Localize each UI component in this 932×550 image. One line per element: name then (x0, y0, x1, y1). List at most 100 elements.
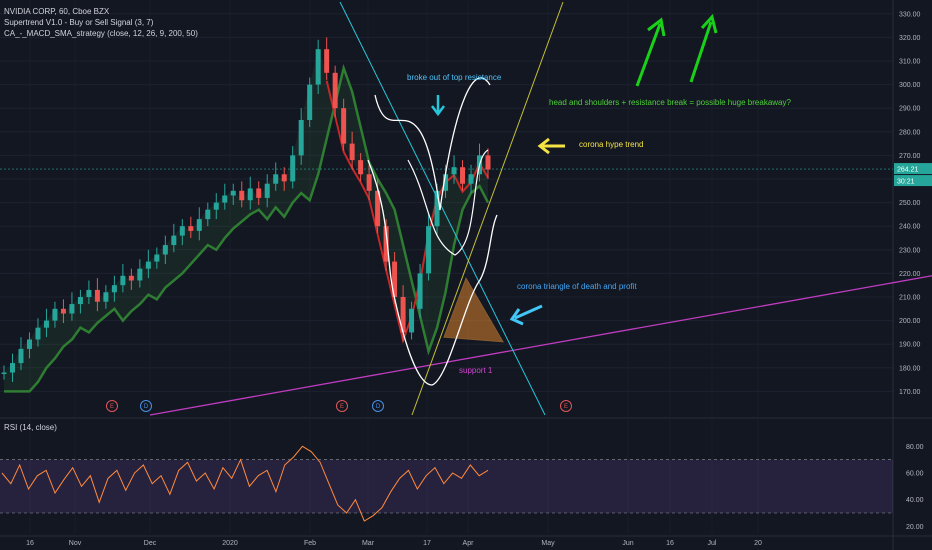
blue-arrow-icon (509, 304, 543, 326)
candle-body-52 (443, 174, 449, 191)
candle-body-26 (222, 195, 228, 203)
candle-body-57 (485, 155, 491, 170)
indicator-legend-supertrend[interactable]: Supertrend V1.0 - Buy or Sell Signal (3,… (4, 18, 153, 28)
annotation-hype-trend: corona hype trend (579, 140, 644, 149)
annotation-head-shoulders: head and shoulders + resistance break = … (549, 98, 791, 107)
y-tick-label-14: 310.00 (899, 59, 921, 66)
countdown-label: 30:21 (897, 179, 915, 186)
candle-body-33 (281, 174, 287, 182)
candle-body-46 (392, 261, 398, 297)
x-tick-label-10: 16 (666, 540, 674, 547)
y-tick-label-10: 270.00 (899, 153, 921, 160)
y-tick-label-0: 170.00 (899, 389, 921, 396)
event-marker-0 (106, 400, 118, 412)
last-price-label: 264.21 (897, 167, 919, 174)
event-label-0: E (110, 404, 114, 410)
candle-body-22 (188, 226, 194, 231)
support-trendline (149, 275, 932, 416)
candle-body-5 (43, 320, 49, 328)
rsi-band (0, 459, 893, 513)
candle-body-17 (145, 261, 151, 269)
rsi-tick-label-3: 80.00 (906, 444, 924, 451)
rsi-label: RSI (14, close) (4, 423, 57, 432)
candle-body-45 (383, 226, 389, 262)
candle-body-27 (230, 190, 236, 196)
candle-body-6 (52, 308, 58, 321)
rsi-tick-label-2: 60.00 (906, 471, 924, 478)
resistance-trendline (339, 1, 546, 416)
x-tick-label-8: May (541, 540, 555, 547)
drawing-tools (149, 1, 932, 416)
candle-body-50 (426, 226, 432, 274)
candle-body-28 (239, 190, 245, 201)
candle-body-10 (86, 289, 92, 297)
candle-body-23 (196, 219, 202, 231)
indicator-2-label: CA_-_MACD_SMA_strategy (close, 12, 26, 9… (4, 29, 198, 38)
head-shoulders-top (374, 77, 491, 211)
event-label-1: D (144, 404, 149, 410)
left-arrow-icon (537, 137, 565, 155)
candle-body-8 (69, 304, 75, 314)
rsi-pane (0, 445, 893, 522)
annotation-triangle: corona triangle of death and profit (517, 282, 637, 291)
rsi-legend[interactable]: RSI (14, close) (4, 423, 57, 433)
rsi-line (1, 445, 489, 522)
event-label-2: E (340, 404, 344, 410)
indicator-1-label: Supertrend V1.0 - Buy or Sell Signal (3,… (4, 18, 154, 27)
candle-body-53 (451, 167, 457, 175)
moving-average-line (4, 63, 490, 393)
candle-body-20 (171, 235, 177, 246)
candle-body-16 (137, 268, 143, 281)
event-label-3: D (376, 404, 381, 410)
candle-body-37 (315, 49, 321, 85)
event-marker-2 (336, 400, 348, 412)
time-axis: 16 Nov Dec 2020 Feb Mar 17 Apr May Jun 16 Jul 20 (26, 540, 762, 547)
x-tick-label-7: Apr (463, 540, 475, 547)
y-tick-label-1: 180.00 (899, 365, 921, 372)
candle-body-2 (18, 348, 24, 364)
candle-body-39 (332, 72, 338, 109)
x-tick-label-0: 16 (26, 540, 34, 547)
x-tick-label-5: Mar (362, 540, 375, 547)
indicator-overlays (0, 49, 893, 393)
supertrend-fill (4, 49, 488, 392)
y-tick-label-15: 320.00 (899, 35, 921, 42)
candle-body-7 (60, 308, 66, 314)
corona-triangle (443, 276, 504, 343)
candle-body-29 (247, 188, 253, 201)
candle-body-49 (417, 273, 423, 309)
chart-title[interactable]: NVIDIA CORP, 60, Cboe BZX (4, 7, 109, 17)
red-ma-line (325, 80, 489, 344)
indicator-legend-macd[interactable]: CA_-_MACD_SMA_strategy (close, 12, 26, 9… (4, 29, 198, 39)
event-label-4: E (564, 404, 568, 410)
last-price-box (894, 163, 932, 175)
candle-body-55 (468, 174, 474, 184)
y-tick-label-5: 220.00 (899, 271, 921, 278)
candle-body-41 (349, 143, 355, 161)
y-tick-label-12: 290.00 (899, 106, 921, 113)
rsi-tick-label-0: 20.00 (906, 524, 924, 531)
x-tick-label-3: 2020 (222, 540, 238, 547)
hype-trendline (411, 1, 564, 416)
x-tick-label-4: Feb (304, 540, 316, 547)
candle-body-3 (26, 339, 32, 349)
y-tick-label-8: 250.00 (899, 200, 921, 207)
candle-body-30 (256, 188, 262, 198)
y-tick-label-2: 190.00 (899, 342, 921, 349)
x-tick-label-11: Jul (708, 540, 717, 547)
green-arrow-icon-2 (689, 13, 718, 83)
candle-body-12 (103, 292, 109, 302)
candle-body-43 (366, 174, 372, 191)
price-axis: 170.00 180.00 190.00 200.00 210.00 220.00 230.… (894, 11, 932, 531)
candle-body-1 (9, 363, 15, 373)
x-tick-label-2: Dec (144, 540, 157, 547)
y-tick-label-16: 330.00 (899, 11, 921, 18)
candle-body-54 (460, 167, 466, 184)
y-tick-label-3: 200.00 (899, 318, 921, 325)
candle-body-11 (94, 289, 100, 302)
candle-body-13 (111, 285, 117, 293)
candle-body-40 (341, 108, 347, 144)
event-marker-1 (140, 400, 152, 412)
